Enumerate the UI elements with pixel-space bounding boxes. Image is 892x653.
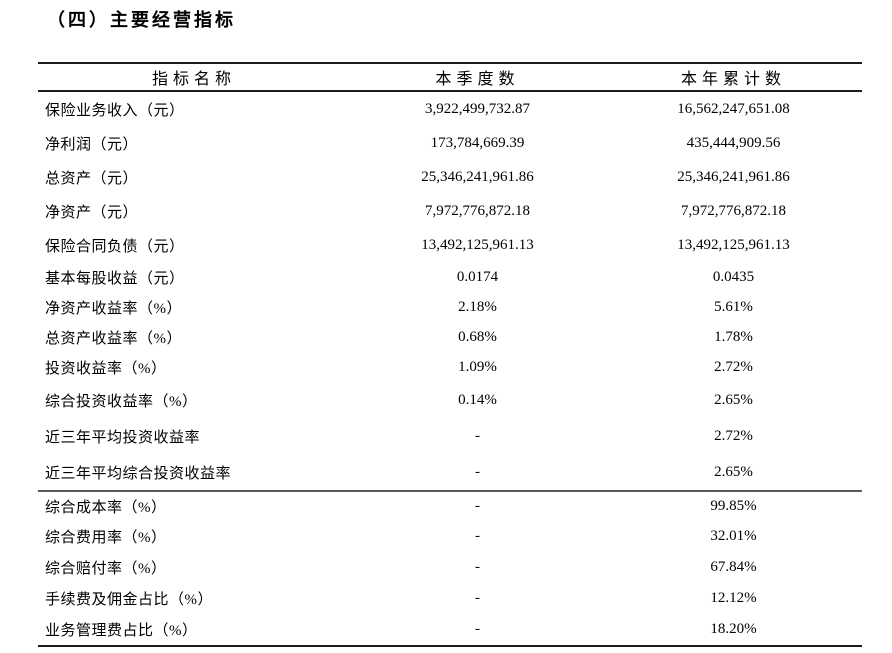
col-header-ytd-value: 本年累计数	[680, 71, 786, 88]
quarter-value-cell: 3,922,499,732.87	[425, 100, 530, 117]
table-row: 保险合同负债（元） 13,492,125,961.13 13,492,125,961…	[38, 228, 862, 262]
ytd-value-cell: 25,346,241,961.86	[677, 168, 790, 185]
table-row: 综合投资收益率（%） 0.14% 2.65%	[38, 382, 862, 418]
quarter-value-cell: 13,492,125,961.13	[421, 236, 534, 253]
indicator-name-cell: 保险合同负债（元）	[45, 238, 185, 255]
quarter-value-cell: -	[475, 463, 480, 480]
quarter-value-cell: 7,972,776,872.18	[425, 202, 530, 219]
ytd-value-cell: 16,562,247,651.08	[677, 100, 790, 117]
indicators-table: 指标名称 本季度数 本年累计数 保险业务收入（元） 3,922,499,732.8…	[38, 62, 862, 647]
indicator-name-cell: 综合成本率（%）	[45, 500, 167, 516]
table-body: 保险业务收入（元） 3,922,499,732.87 16,562,247,651.…	[38, 92, 862, 647]
ytd-value-cell: 32.01%	[710, 528, 757, 544]
table-row: 净资产（元） 7,972,776,872.18 7,972,776,872.18	[38, 194, 862, 228]
indicator-name-cell: 总资产收益率（%）	[45, 330, 182, 347]
quarter-value-cell: -	[475, 528, 480, 544]
table-row: 净利润（元） 173,784,669.39 435,444,909.56	[38, 126, 862, 160]
quarter-value-cell: 0.68%	[458, 328, 497, 345]
table-row: 基本每股收益（元） 0.0174 0.0435	[38, 262, 862, 292]
indicator-name-cell: 净资产收益率（%）	[45, 300, 182, 317]
ytd-value-cell: 12.12%	[710, 590, 757, 606]
quarter-value-cell: -	[475, 590, 480, 606]
table-row: 总资产收益率（%） 0.68% 1.78%	[38, 322, 862, 352]
quarter-value-cell: 173,784,669.39	[430, 134, 525, 151]
quarter-value-cell: 25,346,241,961.86	[421, 168, 534, 185]
ytd-value-cell: 2.65%	[714, 463, 753, 480]
ytd-value-cell: 99.85%	[710, 498, 757, 514]
table-row: 投资收益率（%） 1.09% 2.72%	[38, 352, 862, 382]
quarter-value-cell: 2.18%	[458, 298, 497, 315]
ytd-value-cell: 2.65%	[714, 391, 753, 408]
ytd-value-cell: 0.0435	[712, 268, 755, 285]
quarter-value-cell: 0.0174	[456, 268, 499, 285]
ytd-value-cell: 1.78%	[714, 328, 753, 345]
ytd-value-cell: 2.72%	[714, 358, 753, 375]
indicator-name-cell: 基本每股收益（元）	[45, 270, 185, 287]
quarter-value-cell: -	[475, 621, 480, 637]
indicator-name-cell: 近三年平均综合投资收益率	[45, 465, 232, 482]
indicator-name-cell: 综合赔付率（%）	[45, 561, 167, 577]
col-header-quarter-value: 本季度数	[435, 71, 520, 88]
indicator-name-cell: 近三年平均投资收益率	[45, 429, 201, 446]
indicator-name-cell: 净利润（元）	[45, 136, 139, 153]
quarter-value-cell: -	[475, 427, 480, 444]
ytd-value-cell: 2.72%	[714, 427, 753, 444]
table-row: 总资产（元） 25,346,241,961.86 25,346,241,961.86	[38, 160, 862, 194]
section-title: （四）主要经营指标	[47, 10, 236, 30]
table-row: 近三年平均综合投资收益率 - 2.65%	[38, 454, 862, 490]
table-row: 净资产收益率（%） 2.18% 5.61%	[38, 292, 862, 322]
col-header-indicator-name: 指标名称	[151, 71, 236, 88]
table-header-row: 指标名称 本季度数 本年累计数	[38, 64, 862, 92]
table-row: 综合赔付率（%） - 67.84%	[38, 552, 862, 583]
indicator-name-cell: 净资产（元）	[45, 204, 139, 221]
table-row: 综合费用率（%） - 32.01%	[38, 521, 862, 552]
indicator-name-cell: 业务管理费占比（%）	[45, 623, 198, 639]
quarter-value-cell: -	[475, 559, 480, 575]
indicator-name-cell: 投资收益率（%）	[45, 360, 167, 377]
ytd-value-cell: 435,444,909.56	[686, 134, 781, 151]
table-row: 手续费及佣金占比（%） - 12.12%	[38, 583, 862, 614]
ytd-value-cell: 7,972,776,872.18	[681, 202, 786, 219]
table-row: 保险业务收入（元） 3,922,499,732.87 16,562,247,651.…	[38, 92, 862, 126]
indicator-name-cell: 保险业务收入（元）	[45, 102, 185, 119]
table-row: 近三年平均投资收益率 - 2.72%	[38, 418, 862, 454]
quarter-value-cell: 1.09%	[458, 358, 497, 375]
indicator-name-cell: 手续费及佣金占比（%）	[45, 592, 213, 608]
table-row: 业务管理费占比（%） - 18.20%	[38, 614, 862, 645]
ytd-value-cell: 5.61%	[714, 298, 753, 315]
indicator-name-cell: 综合费用率（%）	[45, 530, 167, 546]
ytd-value-cell: 18.20%	[710, 621, 757, 637]
ytd-value-cell: 67.84%	[710, 559, 757, 575]
table-row: 综合成本率（%） - 99.85%	[38, 490, 862, 521]
ytd-value-cell: 13,492,125,961.13	[677, 236, 790, 253]
quarter-value-cell: -	[475, 498, 480, 514]
indicator-name-cell: 总资产（元）	[45, 170, 139, 187]
quarter-value-cell: 0.14%	[458, 391, 497, 408]
indicator-name-cell: 综合投资收益率（%）	[45, 393, 198, 410]
